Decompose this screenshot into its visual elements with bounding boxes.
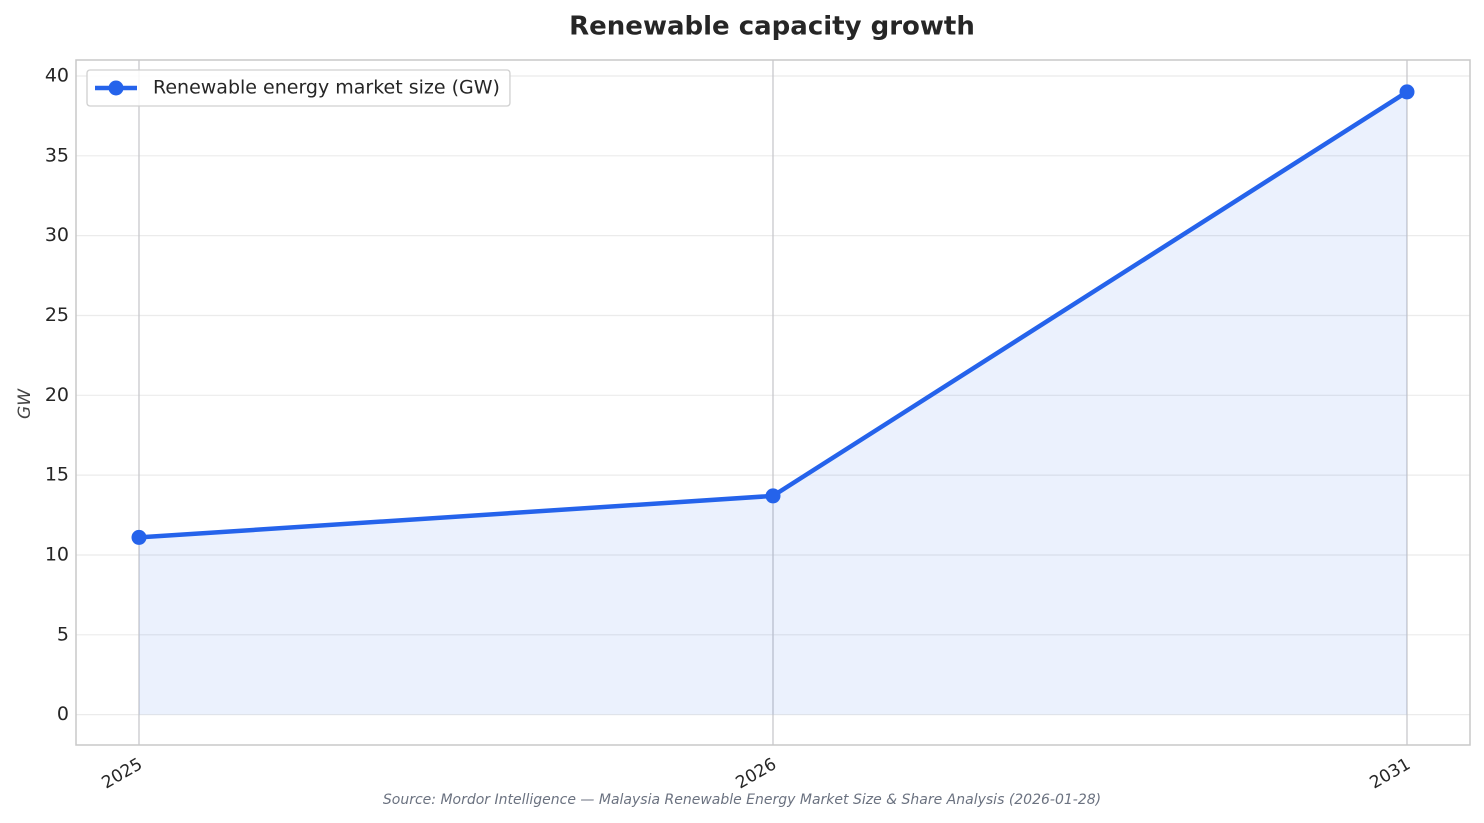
y-axis-label: GW (15, 388, 35, 419)
y-tick-label: 30 (45, 224, 69, 246)
area-fill (139, 91, 1407, 715)
y-tick-label: 40 (45, 64, 69, 86)
data-point (765, 488, 781, 504)
x-tick-label: 2031 (1367, 754, 1414, 793)
chart-title: Renewable capacity growth (569, 12, 975, 42)
legend-marker (108, 80, 124, 96)
plot-frame (75, 59, 1471, 746)
legend-label: Renewable energy market size (GW) (153, 77, 500, 99)
x-tick-label: 2025 (99, 754, 146, 793)
y-tick-label: 0 (57, 703, 69, 725)
y-tick-label: 10 (45, 543, 69, 565)
source-note: Source: Mordor Intelligence — Malaysia R… (383, 792, 1101, 808)
y-tick-label: 5 (57, 623, 69, 645)
y-tick-label: 15 (45, 464, 69, 486)
y-tick-label: 20 (45, 384, 69, 406)
x-tick-label: 2026 (733, 754, 780, 793)
y-tick-label: 25 (45, 304, 69, 326)
y-tick-label: 35 (45, 144, 69, 166)
data-point (131, 529, 147, 545)
legend-box (86, 69, 511, 107)
data-point (1399, 84, 1415, 100)
